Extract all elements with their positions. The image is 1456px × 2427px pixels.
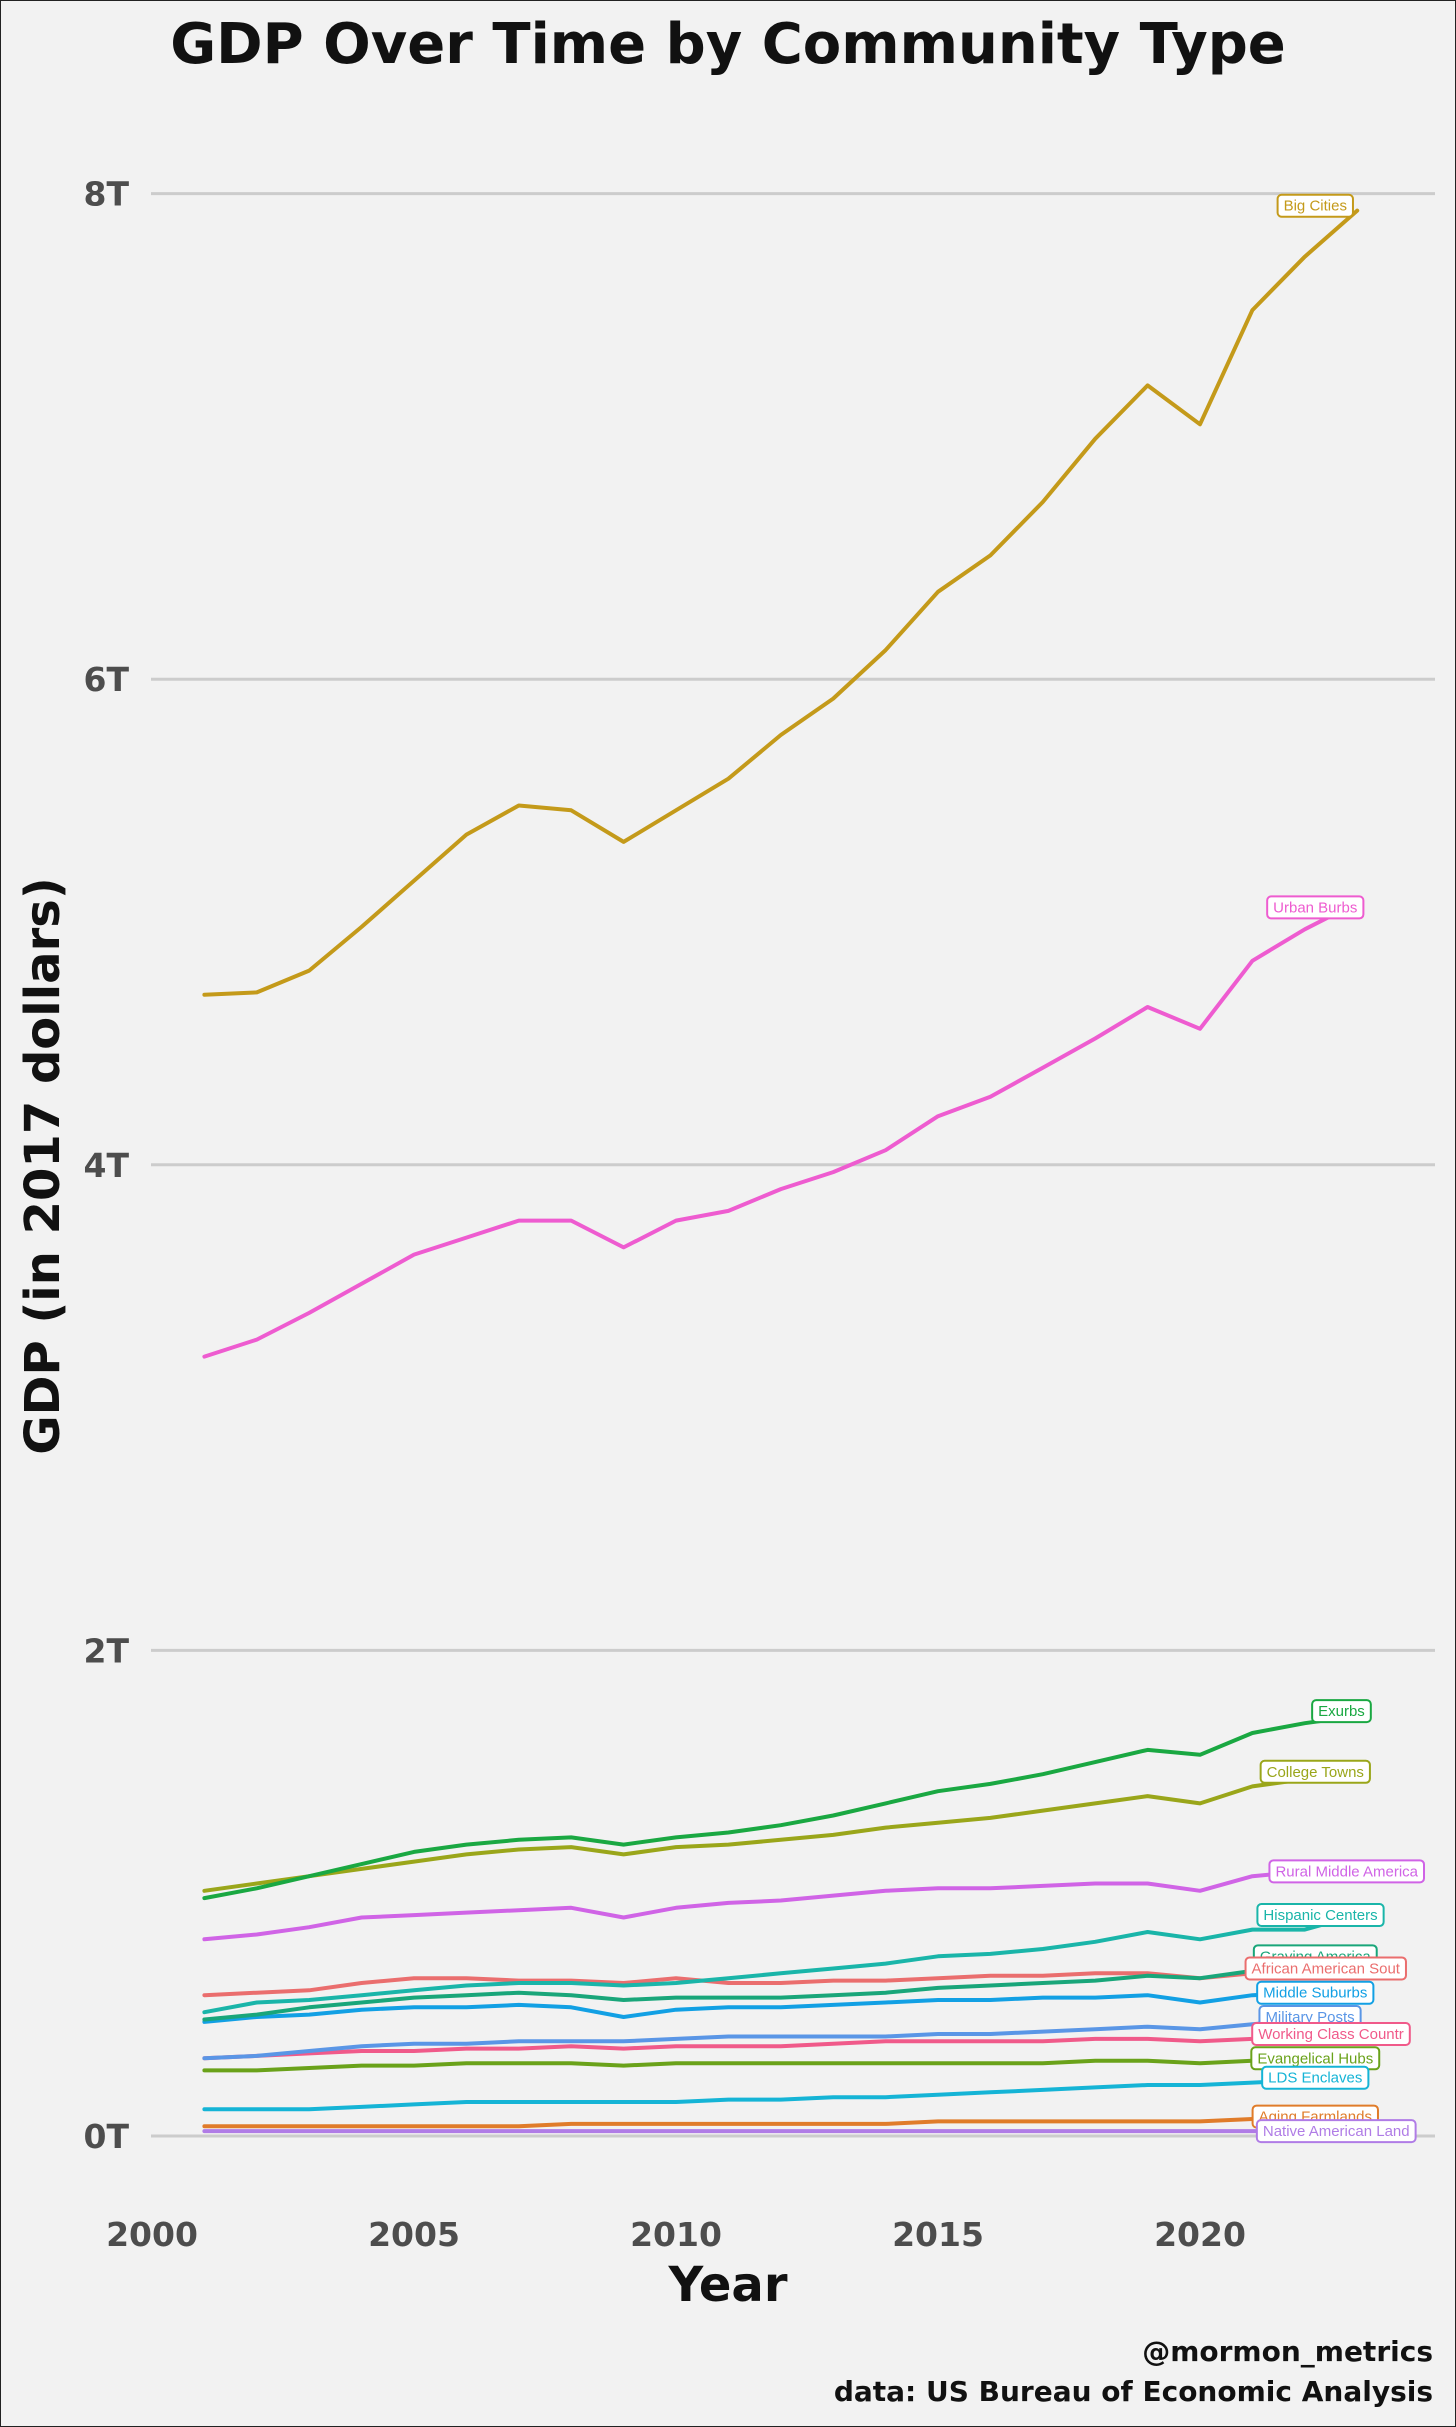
y-tick-label: 6T	[84, 660, 130, 699]
end-label: Urban Burbs	[1266, 895, 1365, 920]
end-label-text: Exurbs	[1318, 1703, 1365, 1720]
end-label-box	[1276, 193, 1354, 218]
series-line-big-cities	[202, 208, 1360, 997]
end-label-box	[1256, 1903, 1385, 1928]
end-label-text: Evangelical Hubs	[1257, 2050, 1373, 2067]
x-axis-title: Year	[668, 2257, 788, 2313]
end-label-text: College Towns	[1267, 1764, 1364, 1781]
y-axis-title: GDP (in 2017 dollars)	[15, 877, 71, 1455]
y-tick-label: 0T	[84, 2117, 130, 2156]
end-label: Exurbs	[1311, 1699, 1372, 1724]
series-line-working-class-country	[202, 2032, 1360, 2061]
end-label: Rural Middle America	[1268, 1859, 1426, 1884]
end-label-text: Hispanic Centers	[1263, 1907, 1377, 1924]
series-line-graying-america	[202, 1959, 1360, 2022]
gridlines	[151, 192, 1435, 2138]
end-label-text: Rural Middle America	[1275, 1863, 1418, 1880]
x-tick-label: 2000	[106, 2215, 198, 2254]
series-line-rural-middle-america	[202, 1866, 1360, 1942]
x-tick-label: 2015	[892, 2215, 984, 2254]
end-label: Evangelical Hubs	[1250, 2046, 1381, 2071]
end-label-box	[1244, 1956, 1407, 1981]
end-label-box	[1259, 1759, 1371, 1784]
series-line-urban-burbs	[202, 900, 1360, 1359]
end-label-text: Military Posts	[1265, 2009, 1354, 2026]
x-tick-label: 2010	[630, 2215, 722, 2254]
x-tick-label: 2005	[368, 2215, 460, 2254]
end-label: LDS Enclaves	[1261, 2065, 1370, 2090]
x-tick-labels: 2000 2005 2010 2015 2020	[106, 2215, 1246, 2254]
end-label: African American Sout	[1244, 1956, 1407, 1981]
end-label-text: Big Cities	[1284, 198, 1347, 215]
end-label-box	[1268, 1859, 1426, 1884]
caption-source: data: US Bureau of Economic Analysis	[834, 2375, 1433, 2408]
caption-handle: @mormon_metrics	[1142, 2335, 1433, 2368]
end-label-text: Middle Suburbs	[1263, 1985, 1367, 2002]
end-label: College Towns	[1259, 1759, 1371, 1784]
end-label-box	[1251, 2022, 1411, 2047]
series-line-aging-farmlands	[202, 2117, 1360, 2129]
series-line-college-towns	[202, 1774, 1360, 1893]
end-label-box	[1261, 2065, 1370, 2090]
series-line-lds-enclaves	[202, 2075, 1360, 2112]
end-labels: Big Cities Urban Burbs Exurbs College Towns…	[1244, 193, 1426, 2144]
end-label-box	[1256, 1980, 1375, 2005]
end-label: Middle Suburbs	[1256, 1980, 1375, 2005]
end-label-text: LDS Enclaves	[1268, 2070, 1362, 2087]
end-label-box	[1311, 1699, 1372, 1724]
end-label: Big Cities	[1276, 193, 1354, 218]
series-line-evangelical-hubs	[202, 2053, 1360, 2073]
series-line-exurbs	[202, 1714, 1360, 1901]
y-tick-labels: 0T 2T 4T 6T 8T	[84, 175, 130, 2156]
chart-title: GDP Over Time by Community Type	[170, 12, 1286, 77]
x-tick-label: 2020	[1154, 2215, 1246, 2254]
y-tick-label: 8T	[84, 175, 130, 214]
end-label-box	[1266, 895, 1365, 920]
y-tick-label: 2T	[84, 1631, 130, 1670]
series-lines	[202, 208, 1360, 2134]
end-label-text: Native American Land	[1263, 2123, 1410, 2140]
series-line-hispanic-centers	[202, 1913, 1360, 2015]
end-label-box	[1255, 2119, 1417, 2144]
end-label: Working Class Countr	[1251, 2022, 1411, 2047]
end-label-text: Working Class Countr	[1258, 2026, 1404, 2043]
y-tick-label: 4T	[84, 1146, 130, 1185]
end-label: Hispanic Centers	[1256, 1903, 1385, 1928]
end-label-text: Urban Burbs	[1273, 899, 1357, 916]
end-label: Native American Land	[1255, 2119, 1417, 2144]
end-label-text: African American Sout	[1252, 1960, 1401, 1977]
series-line-military-posts	[202, 2012, 1360, 2061]
series-line-middle-suburbs	[202, 1990, 1360, 2024]
